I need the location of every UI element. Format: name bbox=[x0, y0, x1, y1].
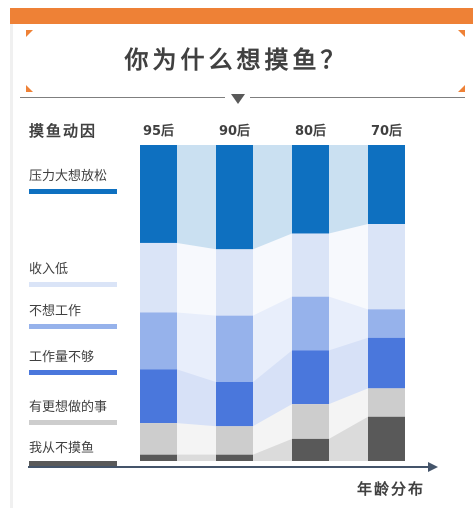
bar-segment-2-3 bbox=[292, 233, 329, 297]
bar-segment-2-4 bbox=[368, 224, 405, 310]
top-accent-bar bbox=[10, 8, 473, 24]
legend-item-5: 有更想做的事 bbox=[29, 396, 124, 425]
bar-segment-5-4 bbox=[368, 388, 405, 417]
legend-label: 收入低 bbox=[29, 262, 69, 277]
bar-segment-3-2 bbox=[216, 315, 253, 382]
corner-mark-top-right bbox=[458, 30, 465, 37]
bar-segment-6-1 bbox=[140, 454, 177, 461]
bar-segment-2-1 bbox=[140, 242, 177, 313]
bar-segment-3-3 bbox=[292, 296, 329, 351]
ribbon-2-3 bbox=[329, 224, 368, 310]
ribbon-1-3 bbox=[329, 145, 368, 234]
bar-segment-2-2 bbox=[216, 249, 253, 316]
legend-label: 压力大想放松 bbox=[29, 169, 108, 184]
category-label-3: 80后 bbox=[295, 123, 326, 139]
ribbon-1-1 bbox=[177, 145, 216, 250]
legend-label: 不想工作 bbox=[29, 304, 82, 319]
legend-item-6: 我从不摸鱼 bbox=[29, 437, 124, 466]
category-label-2: 90后 bbox=[219, 123, 250, 139]
bar-segment-5-3 bbox=[292, 404, 329, 439]
ribbon-2-2 bbox=[253, 233, 292, 316]
bar-segment-6-4 bbox=[368, 416, 405, 461]
legend-swatch bbox=[29, 420, 117, 425]
bar-segment-3-4 bbox=[368, 309, 405, 338]
bar-segment-1-4 bbox=[368, 145, 405, 224]
corner-mark-bottom-right bbox=[458, 85, 465, 92]
divider-triangle-icon bbox=[231, 94, 245, 104]
ribbon-4-2 bbox=[253, 350, 292, 427]
corner-mark-bottom-left bbox=[26, 85, 33, 92]
ribbon-6-2 bbox=[253, 438, 292, 461]
bar-segment-4-3 bbox=[292, 350, 329, 405]
ribbon-6-3 bbox=[329, 416, 368, 461]
legend-swatch bbox=[29, 189, 117, 194]
legend-swatch bbox=[29, 282, 117, 287]
bar-segment-1-3 bbox=[292, 145, 329, 234]
ribbon-1-2 bbox=[253, 145, 292, 250]
ribbon-5-1 bbox=[177, 423, 216, 455]
legend-title: 摸鱼动因 bbox=[29, 122, 98, 140]
ribbon-3-2 bbox=[253, 296, 292, 382]
legend-swatch bbox=[29, 461, 117, 466]
legend-item-2: 收入低 bbox=[29, 258, 124, 287]
ribbon-3-3 bbox=[329, 296, 368, 351]
x-axis-label: 年龄分布 bbox=[357, 480, 426, 498]
bar-segment-4-4 bbox=[368, 337, 405, 389]
bar-segment-3-1 bbox=[140, 312, 177, 370]
bar-segment-1-1 bbox=[140, 145, 177, 243]
category-label-1: 95后 bbox=[143, 123, 174, 139]
bar-segment-6-2 bbox=[216, 454, 253, 461]
legend-item-4: 工作量不够 bbox=[29, 346, 124, 375]
ribbon-5-2 bbox=[253, 404, 292, 455]
legend-item-1: 压力大想放松 bbox=[29, 165, 124, 194]
ribbon-4-3 bbox=[329, 337, 368, 405]
corner-mark-top-left bbox=[26, 30, 33, 37]
title-divider-left bbox=[20, 97, 225, 98]
legend-label: 有更想做的事 bbox=[29, 400, 108, 415]
ribbon-6-1 bbox=[177, 454, 216, 461]
bar-segment-6-3 bbox=[292, 438, 329, 461]
axis-arrow-icon bbox=[428, 462, 438, 472]
bar-segment-4-2 bbox=[216, 382, 253, 427]
ribbon-2-1 bbox=[177, 242, 216, 316]
legend-swatch bbox=[29, 370, 117, 375]
ribbon-5-3 bbox=[329, 388, 368, 439]
bar-segment-4-1 bbox=[140, 369, 177, 424]
bar-segment-5-2 bbox=[216, 426, 253, 455]
category-label-4: 70后 bbox=[371, 123, 402, 139]
bar-segment-1-2 bbox=[216, 145, 253, 250]
legend-swatch bbox=[29, 324, 117, 329]
frame-left-border bbox=[10, 24, 13, 508]
ribbon-4-1 bbox=[177, 369, 216, 427]
legend-label: 我从不摸鱼 bbox=[29, 441, 95, 456]
bar-segment-5-1 bbox=[140, 423, 177, 455]
title-divider-right bbox=[250, 97, 465, 98]
chart-title: 你为什么想摸鱼？ bbox=[124, 46, 349, 74]
ribbon-3-1 bbox=[177, 312, 216, 382]
legend-item-3: 不想工作 bbox=[29, 300, 124, 329]
legend-label: 工作量不够 bbox=[29, 350, 95, 365]
